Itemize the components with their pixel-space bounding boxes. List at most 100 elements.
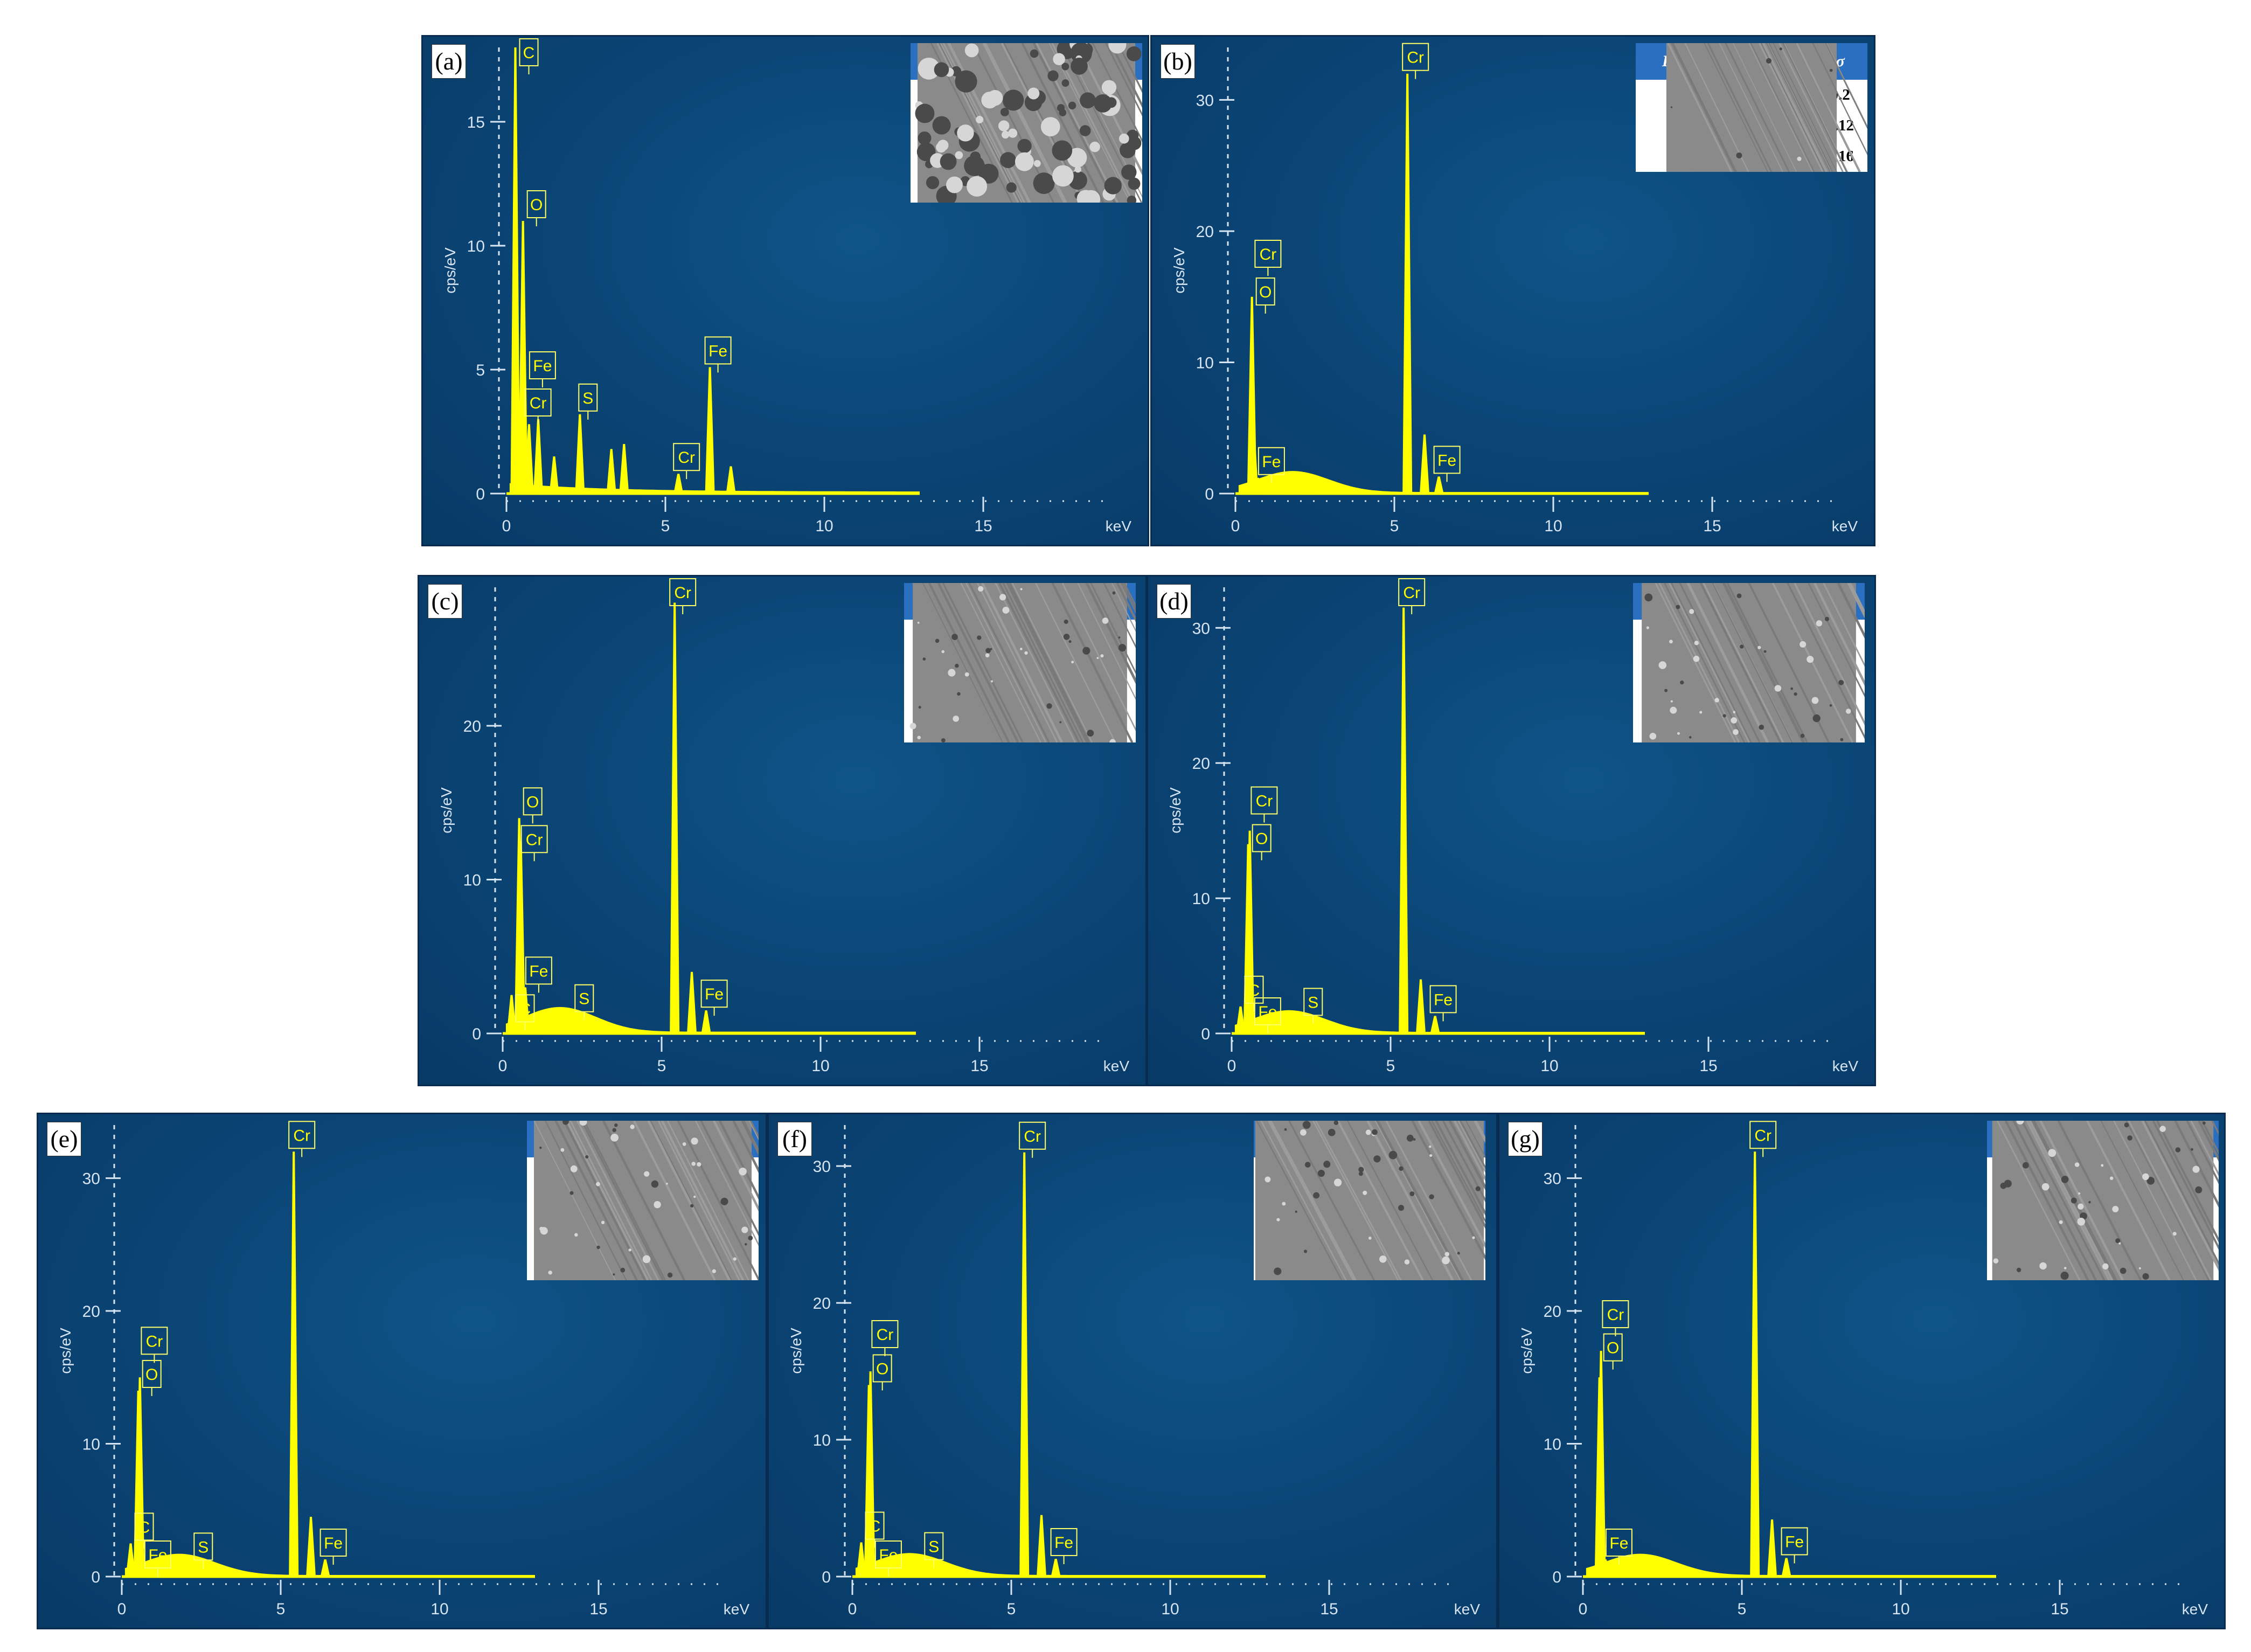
x-axis-label: keV [1106, 518, 1132, 535]
peak-label-o: O [1255, 830, 1268, 848]
y-tick-label: 10 [1544, 1436, 1561, 1454]
peak-label-fe: Fe [324, 1535, 343, 1552]
eds-panel-g: 0 10 20 30 0 5 10 15 keV cps/eV Cr O Fe Cr Fe (g) Elemen… [1498, 1113, 2226, 1629]
y-tick-label: 0 [1205, 485, 1214, 503]
peak-label-cr: Cr [1607, 1306, 1624, 1324]
spectrum-peak [1249, 1017, 1259, 1033]
x-tick-label: 0 [502, 517, 511, 535]
peak-label-fe: Fe [148, 1546, 167, 1564]
y-tick-label: 0 [1552, 1568, 1561, 1586]
spectrum-background [1586, 1553, 1996, 1577]
y-tick-label: 15 [467, 114, 485, 131]
x-tick-label: 15 [1699, 1057, 1717, 1075]
peak-label-fe: Fe [879, 1546, 898, 1564]
peak-label-fe: Fe [1262, 453, 1281, 471]
x-tick-label: 15 [970, 1057, 988, 1075]
peak-label-fe: Fe [705, 985, 724, 1003]
y-axis-label: cps/eV [1171, 247, 1187, 294]
peak-label-s: S [1308, 994, 1318, 1011]
x-tick-label: 5 [661, 517, 670, 535]
peak-label-box [924, 1532, 944, 1560]
spectrum-peak [687, 971, 697, 1033]
y-axis-label: cps/eV [57, 1328, 74, 1374]
y-tick-label: 0 [822, 1568, 831, 1586]
eds-panel-f: 0 10 20 30 0 5 10 15 keV cps/eV Cr O C Fe S Cr Fe (f) Elem… [767, 1113, 1498, 1629]
x-tick-label: 15 [2051, 1600, 2068, 1618]
spectrum-peak [510, 47, 520, 494]
sem-micrograph [1642, 583, 1865, 742]
y-axis-label: cps/eV [438, 787, 455, 834]
eds-spectrum: 0 10 20 30 0 5 10 15 keV cps/eV Cr O C Fe S Cr Fe [788, 1121, 1481, 1618]
peak-label-c: C [869, 1518, 881, 1536]
spectrum-peak [673, 474, 684, 494]
spectrum-peak [1596, 1351, 1606, 1577]
spectrum-peak [1402, 73, 1413, 494]
peak-label-cr: Cr [674, 584, 691, 602]
peak-label-box [141, 1327, 168, 1355]
spectrum-peak [139, 1561, 149, 1577]
spectrum-peak [135, 1377, 145, 1577]
peak-label-cr: Cr [530, 394, 547, 412]
y-tick-label: 10 [1196, 354, 1214, 372]
spectrum-peak [1420, 434, 1430, 494]
y-tick-label: 30 [1544, 1170, 1561, 1188]
y-tick-label: 10 [467, 238, 485, 255]
panel-label: (d) [1157, 584, 1191, 619]
spectrum-peak [1235, 1006, 1246, 1033]
spectrum-background [1234, 1010, 1645, 1033]
eds-panel-b: 0 10 20 30 0 5 10 15 keV cps/eV Cr O Fe Cr Fe (b) Elemen… [1150, 35, 1875, 546]
peak-label-fe: Fe [1258, 1003, 1277, 1021]
peak-label-box [700, 980, 728, 1008]
spectrum-peak [1248, 428, 1259, 494]
x-tick-label: 0 [1227, 1057, 1236, 1075]
y-tick-label: 20 [463, 718, 481, 735]
peak-label-box [319, 1528, 347, 1557]
x-axis-label: keV [724, 1601, 750, 1618]
spectrum-peak [921, 1563, 931, 1577]
peak-label-cr: Cr [526, 831, 543, 849]
spectrum-peak [619, 444, 629, 494]
y-tick-label: 30 [1192, 620, 1210, 637]
spectrum-peak [190, 1563, 200, 1577]
y-tick-label: 0 [472, 1025, 481, 1043]
y-tick-label: 5 [476, 362, 485, 379]
peak-label-s: S [198, 1538, 209, 1556]
spectrum-background [505, 1007, 916, 1033]
x-tick-label: 15 [1703, 517, 1721, 535]
x-tick-label: 15 [589, 1600, 607, 1618]
eds-inset: ElementWt%σCr84.70.3Fe6.80.2O5.20.1C3.00… [904, 583, 1136, 742]
peak-label-o: O [1607, 1339, 1619, 1357]
eds-panel-c: 0 10 20 0 5 10 15 keV cps/eV O Cr Fe C S Cr Fe (c) Elemen… [418, 575, 1147, 1086]
spectrum-peak [571, 1015, 581, 1033]
spectrum-peak [549, 456, 559, 494]
panel-label: (g) [1508, 1122, 1543, 1156]
peak-label-c: C [138, 1518, 150, 1536]
spectrum-peak [533, 419, 543, 494]
spectrum-peak [856, 1542, 866, 1577]
panel-label: (b) [1161, 44, 1195, 79]
x-tick-label: 15 [974, 517, 992, 535]
spectrum-peak [1430, 1016, 1440, 1033]
spectrum-peak [306, 1517, 316, 1577]
y-tick-label: 20 [813, 1295, 831, 1313]
spectrum-peak [705, 367, 715, 494]
peak-label-box [1244, 975, 1264, 1004]
x-tick-label: 0 [1579, 1600, 1588, 1618]
y-tick-label: 20 [1192, 755, 1210, 773]
x-tick-label: 0 [1231, 517, 1240, 535]
x-tick-label: 10 [811, 1057, 829, 1075]
spectrum-peak [670, 602, 680, 1033]
sem-micrograph [909, 583, 1136, 742]
x-axis-label: keV [1454, 1601, 1481, 1618]
peak-label-fe: Fe [1609, 1535, 1628, 1552]
panel-label: (e) [47, 1122, 81, 1156]
peak-label-cr: Cr [293, 1127, 310, 1144]
spectrum-peak [1300, 1018, 1310, 1033]
peak-label-cr: Cr [1403, 584, 1420, 602]
spectrum-peak [726, 466, 736, 494]
y-tick-label: 20 [1196, 223, 1214, 241]
y-tick-label: 10 [813, 1432, 831, 1449]
y-tick-label: 10 [463, 871, 481, 889]
spectrum-peak [1253, 477, 1263, 494]
spectrum-peak [1399, 607, 1409, 1033]
